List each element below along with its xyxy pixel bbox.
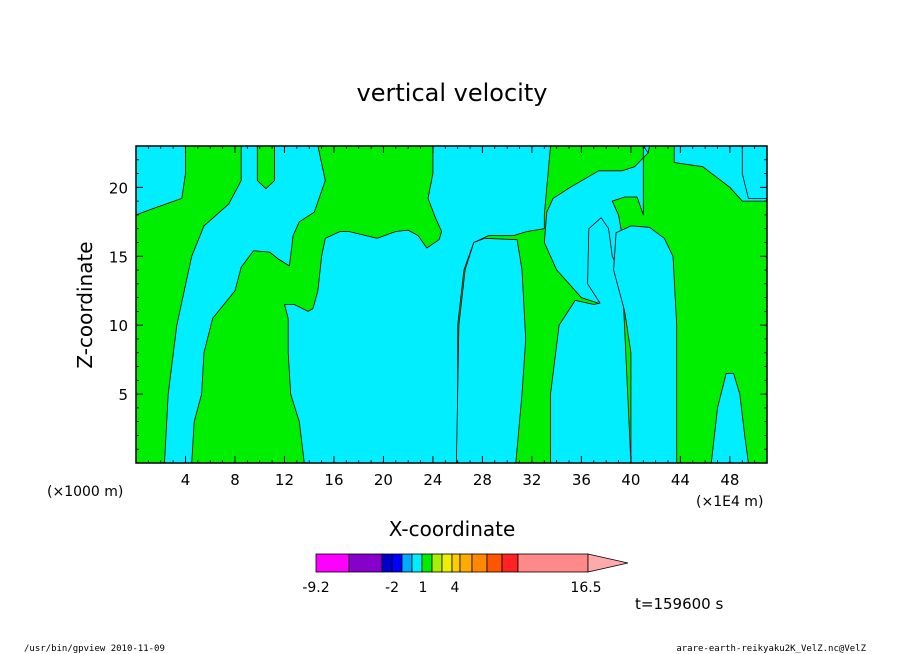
colorbar-label: -2 [385,580,399,596]
x-tick-label: 12 [275,471,294,489]
x-tick-label: 40 [621,471,640,489]
x-tick-label: 20 [374,471,393,489]
footer-right: arare-earth-reikyaku2K_VelZ.nc@VelZ [676,644,866,654]
y-axis-label: Z-coordinate [73,241,97,368]
x-tick-label: 28 [473,471,492,489]
x-unit-note-left: (×1000 m) [47,484,123,500]
colorbar-label: -9.2 [302,580,329,596]
colorbar-label: 16.5 [570,580,601,596]
colorbar-arrow [587,553,629,573]
x-tick-label: 32 [522,471,541,489]
x-tick-label: 36 [572,471,591,489]
colorbar-segment [471,553,488,573]
colorbar-segment [421,553,433,573]
x-tick-label: 24 [423,471,442,489]
chart-title: vertical velocity [357,79,548,107]
cyan-region-6 [613,225,678,464]
y-tick-label: 10 [109,317,128,335]
colorbar-label: 4 [451,580,460,596]
colorbar-segment [411,553,423,573]
y-ticks: 5 10 15 20 [109,159,767,450]
colorbar-segment [381,553,393,573]
colorbar-segment [431,553,443,573]
x-ticks: 4 8 12 16 20 24 28 32 36 40 44 48 [147,146,756,489]
colorbar [315,553,629,573]
y-tick-label: 20 [109,179,128,197]
colorbar-segment [401,553,413,573]
cyan-region-2 [164,145,326,464]
colorbar-labels: -9.2 -2 1 4 16.5 [302,580,601,596]
x-tick-label: 48 [720,471,739,489]
colorbar-segment [486,553,503,573]
colorbar-segment [501,553,519,573]
time-label: t=159600 s [635,595,723,613]
colorbar-segment [451,553,461,573]
x-tick-label: 4 [181,471,191,489]
cyan-region-4 [455,237,527,464]
cyan-region-7 [710,372,749,464]
colorbar-segment [517,553,589,573]
x-tick-label: 16 [324,471,343,489]
colorbar-segment [391,553,403,573]
colorbar-segment [348,553,383,573]
x-unit-note-right: (×1E4 m) [696,494,763,510]
footer-left: /usr/bin/gpview 2010-11-09 [24,644,165,654]
x-axis-label: X-coordinate [389,517,516,541]
colorbar-label: 1 [419,580,428,596]
plot-frame [135,145,768,464]
colorbar-segment [459,553,473,573]
y-tick-label: 15 [109,248,128,266]
x-tick-label: 8 [230,471,240,489]
cyan-regions [135,145,768,464]
y-tick-label: 5 [118,386,128,404]
colorbar-segment [441,553,453,573]
x-tick-label: 44 [671,471,690,489]
colorbar-segment [315,553,350,573]
